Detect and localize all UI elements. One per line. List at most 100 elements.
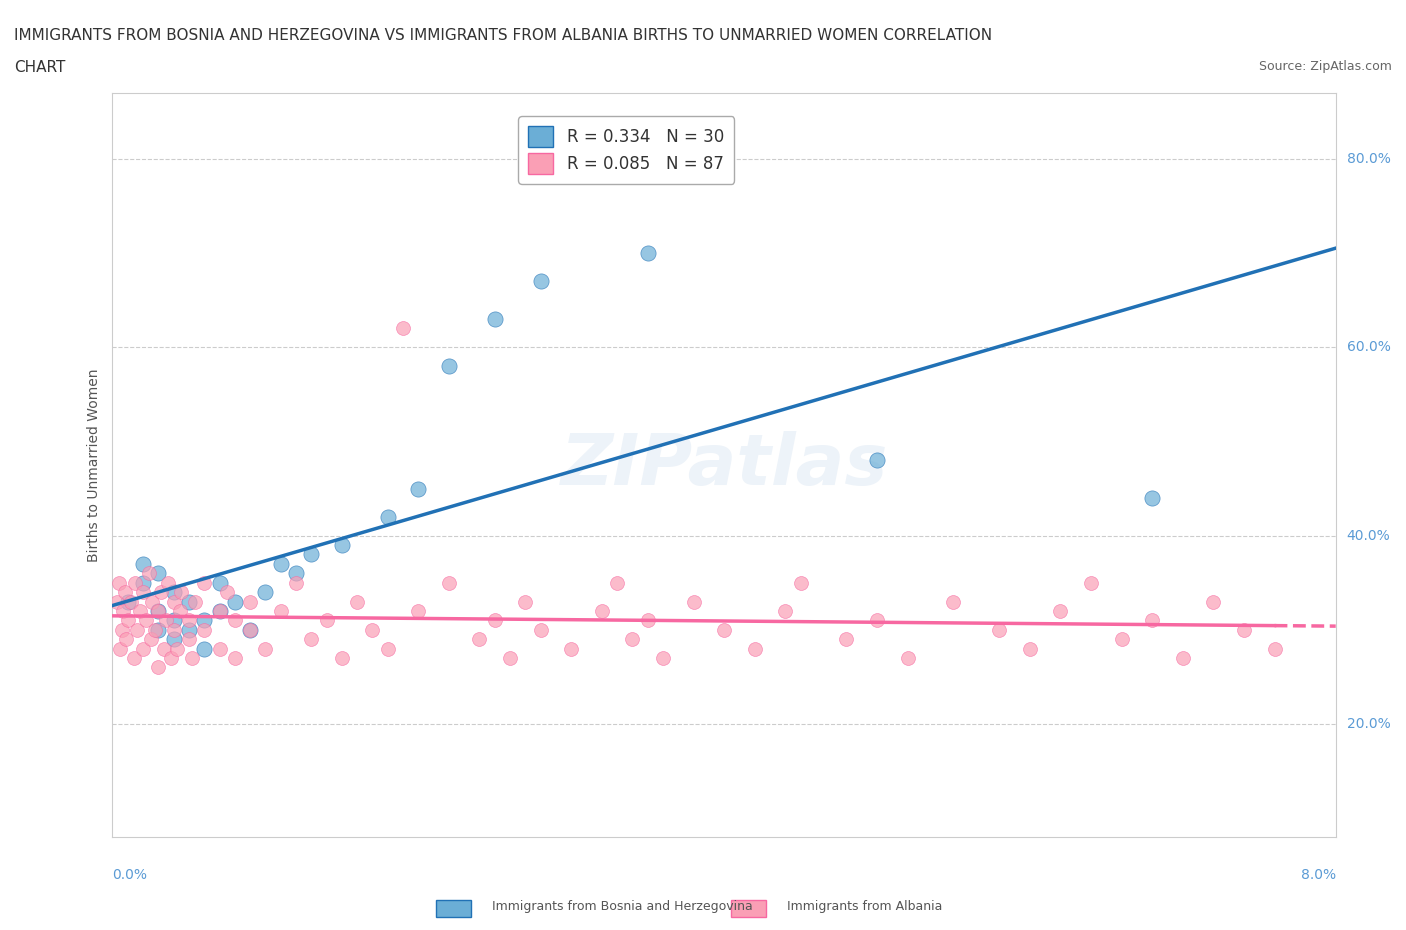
Point <box>159 651 181 666</box>
Point <box>163 622 186 637</box>
Text: Source: ZipAtlas.com: Source: ZipAtlas.com <box>1258 60 1392 73</box>
Point <box>392 321 415 336</box>
Point <box>254 641 277 656</box>
Point <box>744 641 766 656</box>
Point <box>184 594 207 609</box>
Point <box>139 631 162 646</box>
Point <box>177 594 200 609</box>
Point <box>112 604 135 618</box>
Point <box>114 585 136 600</box>
Point <box>652 651 675 666</box>
Point <box>132 585 155 600</box>
Text: Immigrants from Bosnia and Herzegovina: Immigrants from Bosnia and Herzegovina <box>492 900 752 913</box>
Point <box>224 594 246 609</box>
Point <box>224 651 246 666</box>
Point <box>315 613 337 628</box>
Point <box>284 565 308 580</box>
Point <box>148 565 170 580</box>
Point <box>637 613 659 628</box>
Text: Immigrants from Albania: Immigrants from Albania <box>787 900 943 913</box>
Point <box>132 556 155 571</box>
Text: IMMIGRANTS FROM BOSNIA AND HERZEGOVINA VS IMMIGRANTS FROM ALBANIA BIRTHS TO UNMA: IMMIGRANTS FROM BOSNIA AND HERZEGOVINA V… <box>14 28 993 43</box>
Text: 20.0%: 20.0% <box>1347 717 1391 731</box>
Point <box>111 622 134 637</box>
Point <box>606 576 628 591</box>
Point <box>177 622 200 637</box>
Point <box>988 622 1011 637</box>
Point <box>156 576 179 591</box>
Point <box>515 594 537 609</box>
Point <box>115 631 138 646</box>
Point <box>135 613 157 628</box>
Point <box>529 274 551 289</box>
Point <box>408 604 430 618</box>
Point <box>499 651 522 666</box>
Point <box>155 613 177 628</box>
Point <box>377 510 399 525</box>
Point <box>163 594 186 609</box>
Point <box>299 547 322 562</box>
Text: ZIPatlas: ZIPatlas <box>561 431 887 499</box>
Point <box>270 604 292 618</box>
Point <box>217 585 239 600</box>
Point <box>484 312 506 326</box>
Point <box>177 613 200 628</box>
Point <box>177 631 200 646</box>
Text: 60.0%: 60.0% <box>1347 340 1391 354</box>
Point <box>1202 594 1225 609</box>
Point <box>866 453 889 468</box>
Point <box>120 594 142 609</box>
Point <box>1142 613 1164 628</box>
Point <box>117 613 139 628</box>
Point <box>163 631 186 646</box>
Y-axis label: Births to Unmarried Women: Births to Unmarried Women <box>87 368 101 562</box>
Point <box>122 651 145 666</box>
Point <box>361 622 384 637</box>
Point <box>239 622 262 637</box>
Point <box>773 604 796 618</box>
Point <box>181 651 204 666</box>
Point <box>866 613 889 628</box>
Point <box>239 622 262 637</box>
Point <box>148 604 170 618</box>
Point <box>789 576 811 591</box>
Point <box>437 576 460 591</box>
Point <box>682 594 704 609</box>
Point <box>124 576 146 591</box>
Point <box>942 594 965 609</box>
Point <box>1018 641 1040 656</box>
Point <box>148 604 170 618</box>
Point <box>437 359 460 374</box>
Point <box>208 604 231 618</box>
Point <box>330 538 353 552</box>
Point <box>148 660 170 675</box>
Point <box>224 613 246 628</box>
Point <box>713 622 735 637</box>
Point <box>270 556 292 571</box>
Point <box>208 641 231 656</box>
Point <box>299 631 322 646</box>
Point <box>170 585 193 600</box>
Point <box>1080 576 1102 591</box>
Legend: R = 0.334   N = 30, R = 0.085   N = 87: R = 0.334 N = 30, R = 0.085 N = 87 <box>519 116 734 183</box>
Point <box>377 641 399 656</box>
Point <box>1171 651 1194 666</box>
Point <box>208 604 231 618</box>
Point <box>141 594 163 609</box>
Point <box>193 613 215 628</box>
Point <box>132 641 155 656</box>
Point <box>129 604 152 618</box>
Text: CHART: CHART <box>14 60 66 75</box>
Point <box>1264 641 1286 656</box>
Point <box>484 613 506 628</box>
Point <box>591 604 613 618</box>
Point <box>529 622 551 637</box>
Point <box>239 594 262 609</box>
Text: 80.0%: 80.0% <box>1347 152 1391 166</box>
Point <box>153 641 176 656</box>
Point <box>468 631 491 646</box>
Point <box>560 641 582 656</box>
Text: 0.0%: 0.0% <box>112 868 148 882</box>
Point <box>897 651 920 666</box>
Point <box>163 613 186 628</box>
